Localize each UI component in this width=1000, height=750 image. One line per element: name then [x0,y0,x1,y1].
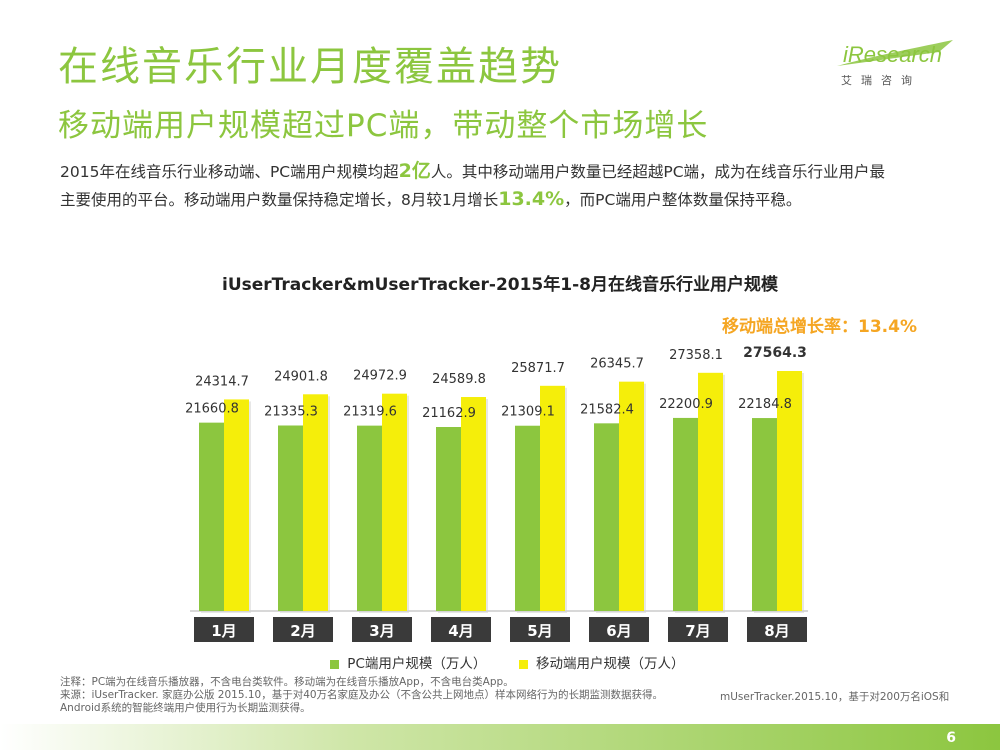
x-tick-label: 6月 [606,622,631,640]
x-tick-label: 5月 [527,622,552,640]
chart-title: iUserTracker&mUserTracker-2015年1-8月在线音乐行… [222,275,778,295]
intro-text: 人。其中移动端用户数量已经超越PC端，成为在线音乐行业用户最 [430,163,886,181]
data-label-pc: 22184.8 [738,397,792,412]
x-tick-label: 8月 [764,622,789,640]
bar-mobile [224,399,249,611]
footnote-source-right: mUserTracker.2015.10，基于对200万名iOS和 [720,691,950,703]
data-label-pc: 21335.3 [264,404,318,419]
bar-pc [594,423,619,611]
logo-swoosh-icon [837,40,953,66]
month-box [194,617,254,642]
bar-pc [515,425,540,611]
page-subtitle: 移动端用户规模超过PC端，带动整个市场增长 [58,108,709,144]
data-label-pc: 21309.1 [501,405,555,420]
page-number: 6 [946,730,956,746]
month-box [747,617,807,642]
footnote-note: 注释：PC端为在线音乐播放器，不含电台类软件。移动端为在线音乐播放App，不含电… [60,676,514,688]
data-label-mobile: 26345.7 [590,357,644,372]
data-label-mobile: 27564.3 [743,345,807,361]
bar-pc [357,425,382,611]
intro-paragraph: 2015年在线音乐行业移动端、PC端用户规模均超2亿人。其中移动端用户数量已经超… [60,158,950,214]
data-label-mobile: 24314.7 [195,374,249,389]
legend-item-pc: PC端用户规模（万人） [330,652,486,672]
data-label-mobile: 24972.9 [353,369,407,384]
data-label-pc: 21162.9 [422,406,476,421]
legend-label-pc: PC端用户规模（万人） [347,656,487,672]
bar-pc [673,417,698,611]
intro-text: 2015年在线音乐行业移动端、PC端用户规模均超 [60,163,399,181]
month-box [431,617,491,642]
footnote-source-cont: Android系统的智能终端用户使用行为长期监测获得。 [60,702,311,714]
legend-swatch-mobile [518,659,528,669]
x-tick-label: 4月 [448,622,473,640]
data-label-pc: 21319.6 [343,405,397,420]
x-tick-label: 3月 [369,622,394,640]
month-box [510,617,570,642]
growth-rate-label: 移动端总增长率：13.4% [722,317,917,337]
chart-legend: PC端用户规模（万人） 移动端用户规模（万人） [330,652,712,672]
data-label-pc: 22200.9 [659,397,713,412]
logo-brand: iResearch [843,42,943,67]
footnote-source: 来源：iUserTracker. 家庭办公版 2015.10，基于对40万名家庭… [60,689,664,701]
bar-mobile [698,372,723,611]
intro-text: ，而PC端用户整体数量保持平稳。 [564,191,802,209]
bar-mobile [303,394,328,611]
iresearch-logo: iResearch 艾瑞咨询 [835,36,965,96]
bar-pc [199,422,224,611]
month-box [668,617,728,642]
intro-text: 主要使用的平台。移动端用户数量保持稳定增长，8月较1月增长 [60,191,499,209]
legend-swatch-pc [330,659,339,669]
data-label-pc: 21660.8 [185,402,239,417]
month-box [273,617,333,642]
bar-mobile [461,397,486,611]
intro-highlight: 13.4% [498,188,565,210]
legend-item-mobile: 移动端用户规模（万人） [518,652,685,672]
data-label-mobile: 24589.8 [432,372,486,387]
x-tick-label: 2月 [290,622,315,640]
data-label-mobile: 25871.7 [511,361,565,376]
logo-chinese: 艾瑞咨询 [841,74,921,87]
bar-pc [436,427,461,611]
bar-mobile [777,371,802,611]
x-tick-label: 1月 [211,622,236,640]
intro-highlight: 2亿 [398,160,431,182]
month-box [589,617,649,642]
data-label-mobile: 27358.1 [669,348,723,363]
month-box [352,617,412,642]
bar-mobile [382,393,407,611]
bar-pc [278,425,303,611]
page-title: 在线音乐行业月度覆盖趋势 [58,44,562,90]
chart-baseline [190,610,808,612]
x-tick-label: 7月 [685,622,710,640]
legend-label-mobile: 移动端用户规模（万人） [535,656,685,672]
data-label-mobile: 24901.8 [274,369,328,384]
bar-pc [752,418,777,611]
bar-mobile [619,381,644,611]
bottom-bar [0,724,1000,750]
footnote: 注释：PC端为在线音乐播放器，不含电台类软件。移动端为在线音乐播放App，不含电… [60,676,663,715]
bar-mobile [540,385,565,611]
data-label-pc: 21582.4 [580,402,634,417]
